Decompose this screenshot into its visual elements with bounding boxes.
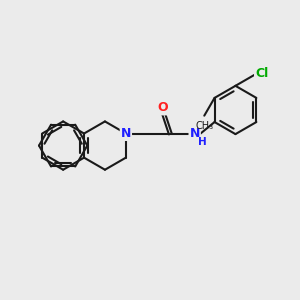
Text: H: H xyxy=(198,137,206,147)
Text: CH₃: CH₃ xyxy=(195,121,213,131)
Text: N: N xyxy=(190,127,200,140)
Text: Cl: Cl xyxy=(255,67,268,80)
Text: O: O xyxy=(158,101,168,114)
Text: N: N xyxy=(121,127,131,140)
